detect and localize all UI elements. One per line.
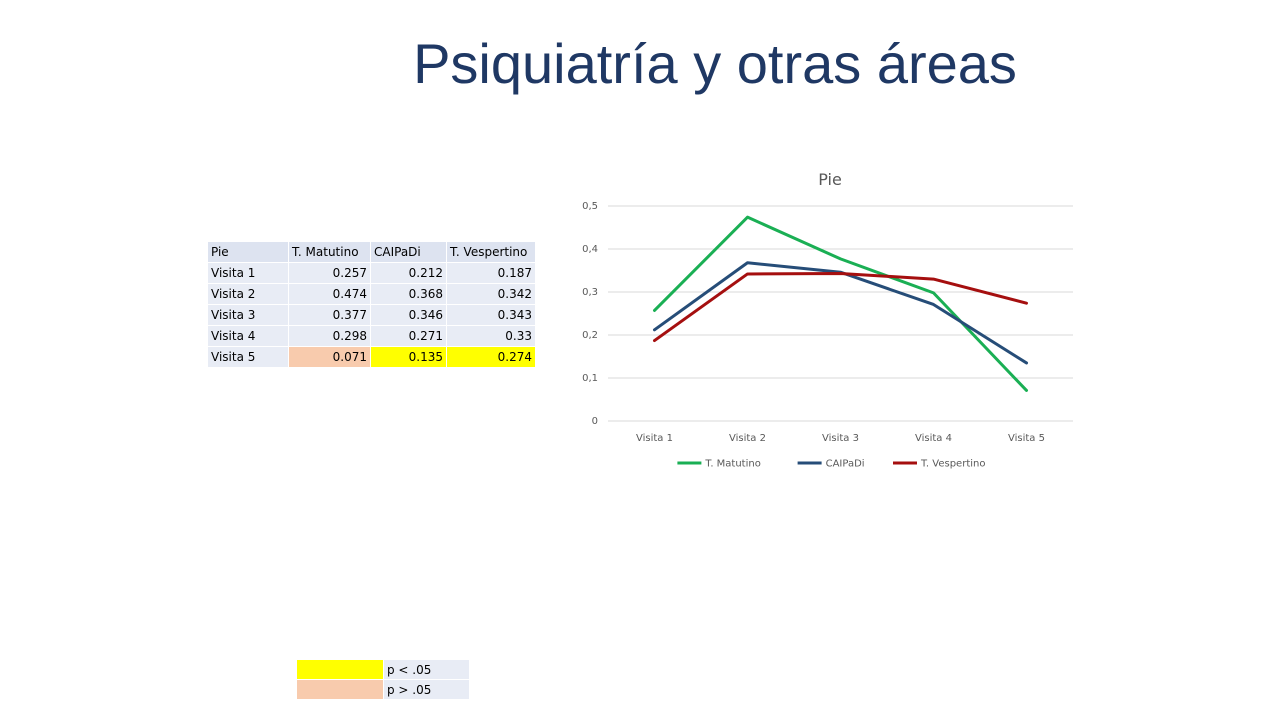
chart-series xyxy=(653,215,1028,392)
legend-label: T. Vespertino xyxy=(920,459,985,470)
significance-key: p < .05 p > .05 xyxy=(296,659,470,700)
table-row-label: Visita 4 xyxy=(207,325,289,347)
slide-title: Psiquiatría y otras áreas xyxy=(413,32,1017,95)
key-swatch-peach xyxy=(296,679,384,700)
key-swatch-yellow xyxy=(296,659,384,680)
table-row: Visita 5 0.071 0.135 0.274 xyxy=(207,346,536,368)
table-header-cell: T. Matutino xyxy=(288,241,371,263)
table-cell-highlight: 0.274 xyxy=(446,346,536,368)
key-row: p < .05 xyxy=(296,659,470,680)
table-cell: 0.271 xyxy=(370,325,447,347)
table-row: Visita 3 0.377 0.346 0.343 xyxy=(207,304,536,326)
y-tick-label: 0,3 xyxy=(582,287,598,298)
series-line xyxy=(653,261,1028,365)
table-cell: 0.342 xyxy=(446,283,536,305)
chart-svg: Pie 00,10,20,30,40,5 Visita 1 Visita 2 Vis… xyxy=(582,170,1073,470)
y-tick-label: 0 xyxy=(592,416,598,427)
table-cell: 0.33 xyxy=(446,325,536,347)
table-header-cell: CAIPaDi xyxy=(370,241,447,263)
table-cell-highlight: 0.071 xyxy=(288,346,371,368)
table-cell: 0.212 xyxy=(370,262,447,284)
y-tick-label: 0,2 xyxy=(582,330,598,341)
chart-title: Pie xyxy=(818,170,842,189)
table-row: Visita 1 0.257 0.212 0.187 xyxy=(207,262,536,284)
y-tick-label: 0,4 xyxy=(582,244,598,255)
table-cell: 0.187 xyxy=(446,262,536,284)
table-row-label: Visita 5 xyxy=(207,346,289,368)
table-cell: 0.346 xyxy=(370,304,447,326)
table-header-row: Pie T. Matutino CAIPaDi T. Vespertino xyxy=(207,241,536,263)
table-cell: 0.474 xyxy=(288,283,371,305)
table-cell: 0.257 xyxy=(288,262,371,284)
table-row-label: Visita 1 xyxy=(207,262,289,284)
series-line xyxy=(653,272,1028,343)
table-row-label: Visita 3 xyxy=(207,304,289,326)
table-cell-highlight: 0.135 xyxy=(370,346,447,368)
key-row: p > .05 xyxy=(296,679,470,700)
line-chart: Pie 0 0,1 0,2 0,3 0,4 0,5 Visita 1 Visita 2 Vis… xyxy=(570,160,1090,490)
table-cell: 0.298 xyxy=(288,325,371,347)
key-label: p < .05 xyxy=(383,659,470,680)
chart-x-axis: Visita 1 Visita 2 Visita 3 Visita 4 Visita 5 xyxy=(636,433,1045,444)
table-header-cell: T. Vespertino xyxy=(446,241,536,263)
legend-label: T. Matutino xyxy=(704,459,760,470)
x-tick-label: Visita 5 xyxy=(1008,433,1045,444)
x-tick-label: Visita 3 xyxy=(822,433,859,444)
table-row: Visita 4 0.298 0.271 0.33 xyxy=(207,325,536,347)
chart-y-axis: 0 0,1 0,2 0,3 0,4 0,5 xyxy=(582,201,598,427)
data-table: Pie T. Matutino CAIPaDi T. Vespertino Vi… xyxy=(207,241,536,368)
chart-legend: T. Matutino CAIPaDi T. Vespertino xyxy=(677,459,985,470)
series-line xyxy=(653,215,1028,392)
x-tick-label: Visita 4 xyxy=(915,433,952,444)
table-header-cell: Pie xyxy=(207,241,289,263)
legend-label: CAIPaDi xyxy=(826,459,865,470)
key-label: p > .05 xyxy=(383,679,470,700)
chart-grid xyxy=(608,205,1073,422)
table-cell: 0.377 xyxy=(288,304,371,326)
y-tick-label: 0,5 xyxy=(582,201,598,212)
y-tick-label: 0,1 xyxy=(582,373,598,384)
table-row: Visita 2 0.474 0.368 0.342 xyxy=(207,283,536,305)
table-cell: 0.368 xyxy=(370,283,447,305)
x-tick-label: Visita 1 xyxy=(636,433,673,444)
table-row-label: Visita 2 xyxy=(207,283,289,305)
x-tick-label: Visita 2 xyxy=(729,433,766,444)
table-cell: 0.343 xyxy=(446,304,536,326)
